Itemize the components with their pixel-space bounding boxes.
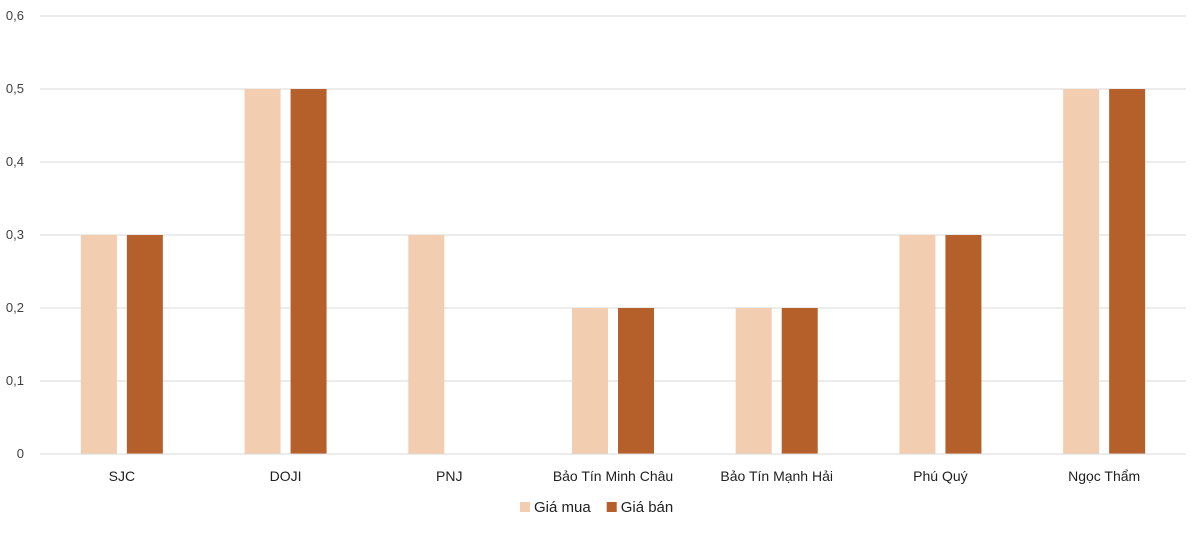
legend-label: Giá mua [534, 499, 591, 516]
x-category-label: Ngọc Thẩm [1068, 468, 1140, 484]
bar [290, 89, 327, 454]
y-tick-label: 0,6 [6, 8, 24, 23]
bar [244, 89, 281, 454]
x-axis-category-labels: SJC DOJI PNJ Bảo Tín Minh Châu Bảo Tín Mạnh … [109, 468, 1141, 484]
bar [1109, 89, 1146, 454]
x-category-label: DOJI [270, 468, 302, 484]
bar [572, 308, 608, 454]
legend-swatch [606, 502, 617, 512]
legend-label: Giá bán [621, 499, 674, 516]
y-tick-label: 0,3 [6, 227, 24, 242]
bar [1063, 89, 1100, 454]
bar [781, 308, 818, 454]
bar [945, 235, 982, 454]
bar [80, 235, 117, 454]
x-category-label: Phú Quý [913, 468, 967, 484]
x-category-label: SJC [109, 468, 135, 484]
legend-swatch [520, 502, 530, 512]
y-tick-label: 0,5 [6, 81, 24, 96]
gridlines [40, 15, 1186, 382]
legend: Giá mua Giá bán [520, 499, 673, 516]
y-tick-label: 0,1 [6, 373, 24, 388]
x-category-label: Bảo Tín Minh Châu [553, 468, 673, 484]
bar [899, 235, 936, 454]
x-category-label: Bảo Tín Mạnh Hải [720, 468, 833, 484]
bar [126, 235, 163, 454]
y-axis-tick-labels: 0 0,1 0,2 0,3 0,4 0,5 0,6 [6, 8, 24, 461]
x-category-label: PNJ [436, 468, 462, 484]
bar [735, 308, 772, 454]
y-tick-label: 0,4 [6, 154, 24, 169]
bar [408, 235, 445, 454]
y-tick-label: 0 [17, 446, 24, 461]
bars [80, 89, 1146, 454]
y-tick-label: 0,2 [6, 300, 24, 315]
bar [618, 308, 654, 454]
